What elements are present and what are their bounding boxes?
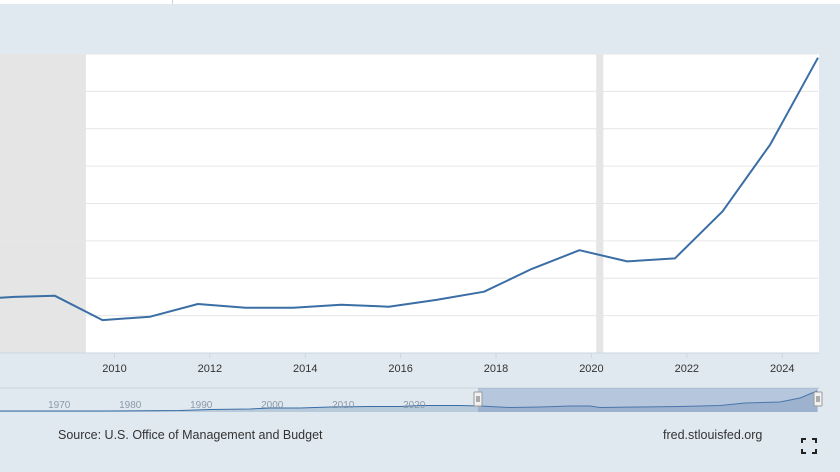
- navigator-right-handle[interactable]: [813, 391, 823, 407]
- x-tick-label: 2010: [102, 363, 126, 375]
- x-tick-label: 2022: [675, 363, 699, 375]
- navigator-labels: 1970 1980 1990 2000 2010 2020: [48, 400, 426, 411]
- x-tick-label: 2012: [198, 363, 222, 375]
- navigator-label: 1990: [190, 400, 213, 411]
- source-note: Source: U.S. Office of Management and Bu…: [58, 428, 323, 442]
- navigator-label: 1970: [48, 400, 71, 411]
- chart: 2010 2012 2014 2016 2018 2020 2022 2024 1970 198…: [0, 53, 823, 412]
- navigator-label: 2000: [261, 400, 284, 411]
- x-tick-label: 2024: [770, 363, 794, 375]
- x-axis-ticks: 2010 2012 2014 2016 2018 2020 2022 2024: [102, 353, 794, 375]
- x-tick-label: 2018: [484, 363, 508, 375]
- fullscreen-button[interactable]: [801, 438, 817, 454]
- navigator-left-handle[interactable]: [473, 391, 483, 407]
- navigator-label: 2010: [332, 400, 355, 411]
- top-strip: [0, 0, 840, 4]
- navigator[interactable]: 1970 1980 1990 2000 2010 2020: [0, 387, 823, 412]
- x-tick-label: 2016: [388, 363, 412, 375]
- navigator-series-area: [0, 391, 817, 412]
- series-line-0: [0, 57, 819, 322]
- x-tick-label: 2020: [579, 363, 603, 375]
- navigator-label: 2020: [403, 400, 426, 411]
- navigator-label: 1980: [119, 400, 142, 411]
- series-lines: [0, 57, 819, 322]
- grid-lines: [0, 53, 818, 317]
- fullscreen-icon: [801, 438, 817, 454]
- fred-site-link[interactable]: fred.stlouisfed.org: [663, 428, 763, 442]
- x-tick-label: 2014: [293, 363, 317, 375]
- top-tab[interactable]: [0, 0, 173, 4]
- navigator-selected-range[interactable]: [478, 388, 818, 412]
